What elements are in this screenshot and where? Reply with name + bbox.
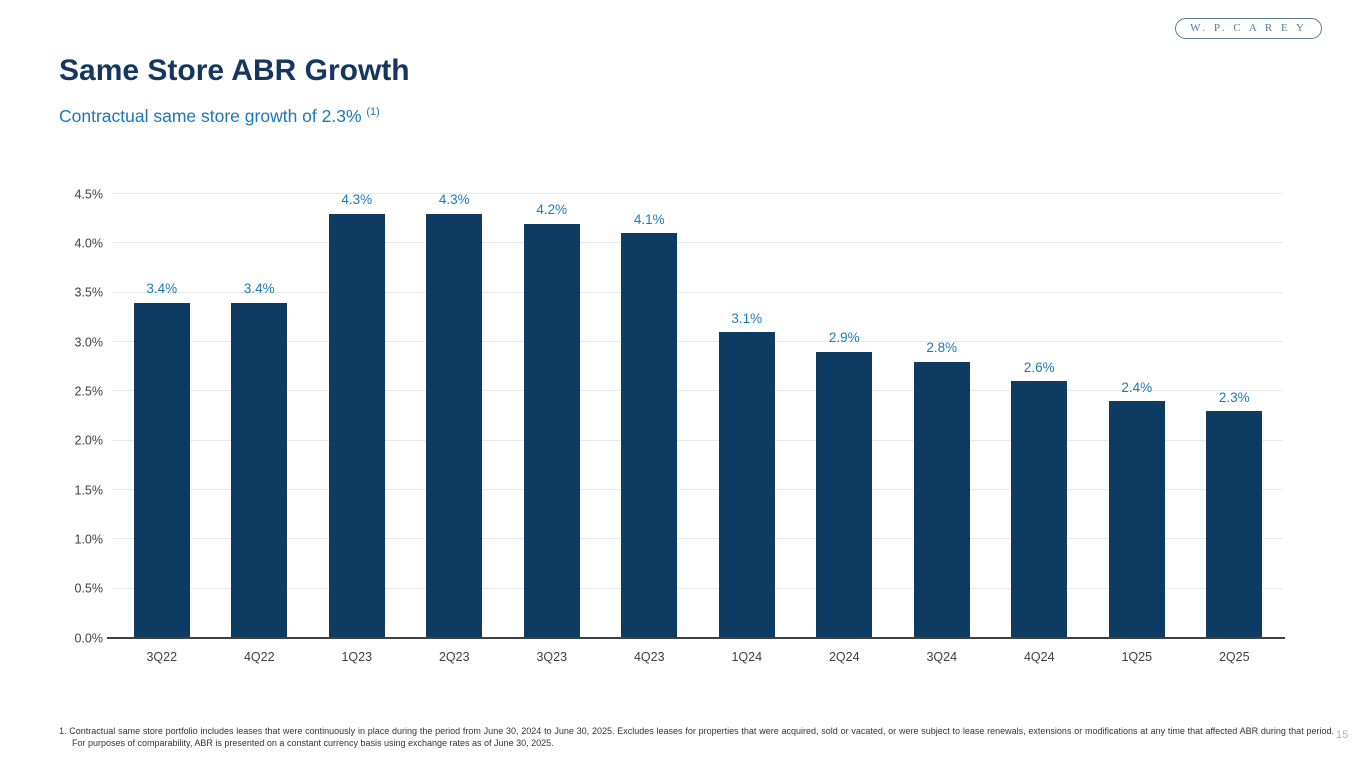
y-tick-label: 4.0%: [74, 236, 104, 251]
bar: [913, 361, 970, 638]
bar: [816, 351, 873, 638]
x-tick-label: 4Q24: [1023, 650, 1055, 664]
bar: [718, 332, 775, 638]
bar: [328, 213, 385, 638]
bar: [523, 223, 580, 638]
footnote-reference: (1): [366, 106, 380, 119]
gridline: [113, 390, 1283, 392]
bar-value-label: 2.3%: [1218, 389, 1250, 405]
bar-columns: 3.4% 3.4% 4.3% 4.3% 4.2% 4.1% 3.1% 2.9% 2.8% 2.6%…: [113, 192, 1284, 638]
y-tick-label: 3.5%: [74, 285, 104, 300]
x-tick-label: 1Q23: [341, 650, 373, 664]
x-tick-label: 2Q23: [438, 650, 470, 664]
gridline: [113, 242, 1283, 244]
bar-column: 3.4%: [113, 194, 211, 638]
bar-column: 4.2%: [503, 194, 601, 638]
y-tick-label: 4.5%: [74, 186, 104, 201]
page-number: 15: [1336, 729, 1349, 741]
y-tick-label: 3.0%: [74, 334, 104, 349]
x-tick-label: 1Q24: [731, 650, 763, 664]
bar: [231, 302, 288, 638]
bar-value-label: 2.6%: [1023, 359, 1055, 375]
bar-column: 2.6%: [991, 194, 1089, 638]
x-tick-label: 2Q25: [1218, 650, 1250, 664]
bar-column: 2.8%: [893, 194, 991, 638]
bar-value-label: 4.3%: [438, 192, 470, 208]
slide-subtitle: Contractual same store growth of 2.3% (1…: [59, 106, 380, 127]
bar: [621, 233, 678, 638]
bar-value-label: 4.2%: [536, 202, 568, 218]
y-tick-label: 1.0%: [74, 532, 104, 547]
y-axis-labels: 0.0% 0.5% 1.0% 1.5% 2.0% 2.5% 3.0% 3.5% 4.0% 4.5%: [59, 188, 104, 644]
wpcarey-logo-text: W. P. C A R E Y: [1190, 22, 1307, 34]
x-tick-label: 3Q22: [146, 650, 178, 664]
x-tick-label: 3Q24: [926, 650, 958, 664]
bar-chart: 0.0% 0.5% 1.0% 1.5% 2.0% 2.5% 3.0% 3.5% 4.0% 4.5%…: [59, 188, 1285, 664]
bar-value-label: 2.4%: [1121, 379, 1153, 395]
plot-area: 3.4% 3.4% 4.3% 4.3% 4.2% 4.1% 3.1% 2.9% 2.8% 2.6%…: [107, 192, 1285, 639]
bar-value-label: 2.9%: [828, 330, 860, 346]
y-tick-label: 1.5%: [74, 482, 104, 497]
x-tick-label: 4Q22: [243, 650, 275, 664]
x-axis-labels: 3Q22 4Q22 1Q23 2Q23 3Q23 4Q23 1Q24 2Q24 3Q24 4Q24…: [113, 638, 1283, 664]
bar: [1206, 411, 1263, 638]
gridline: [113, 439, 1283, 441]
bar: [426, 213, 483, 638]
gridline: [113, 291, 1283, 293]
bar: [1011, 381, 1068, 638]
bar-column: 4.1%: [601, 194, 699, 638]
bar-column: 3.4%: [211, 194, 309, 638]
x-tick-label: 2Q24: [828, 650, 860, 664]
subtitle-text: Contractual same store growth of 2.3%: [59, 106, 367, 126]
bar-column: 3.1%: [698, 194, 796, 638]
bar-value-label: 3.4%: [243, 281, 275, 297]
bar-value-label: 3.4%: [146, 281, 178, 297]
y-tick-label: 2.5%: [74, 384, 104, 399]
bar-value-label: 4.3%: [341, 192, 373, 208]
bar-column: 4.3%: [406, 192, 504, 638]
y-tick-label: 0.5%: [74, 581, 104, 596]
bar-column: 2.4%: [1088, 194, 1186, 638]
x-tick-label: 4Q23: [633, 650, 665, 664]
bar-column: 4.3%: [308, 192, 406, 638]
gridline: [113, 193, 1283, 194]
gridline: [113, 538, 1283, 540]
x-tick-label: 1Q25: [1121, 650, 1153, 664]
gridline: [113, 341, 1283, 343]
page-title: Same Store ABR Growth: [59, 54, 410, 87]
wpcarey-logo: W. P. C A R E Y: [1175, 18, 1322, 39]
bar: [1108, 401, 1165, 638]
bar-value-label: 3.1%: [731, 310, 763, 326]
bar-value-label: 2.8%: [926, 340, 958, 356]
gridline: [113, 489, 1283, 491]
bar: [133, 302, 190, 638]
footnote: 1. Contractual same store portfolio incl…: [59, 726, 1334, 749]
x-tick-label: 3Q23: [536, 650, 568, 664]
x-axis-line: [107, 637, 1285, 639]
bar-column: 2.3%: [1186, 194, 1284, 638]
bar-value-label: 4.1%: [633, 211, 665, 227]
bar-column: 2.9%: [796, 194, 894, 638]
y-tick-label: 0.0%: [74, 630, 104, 645]
gridline: [113, 587, 1283, 589]
y-tick-label: 2.0%: [74, 433, 104, 448]
